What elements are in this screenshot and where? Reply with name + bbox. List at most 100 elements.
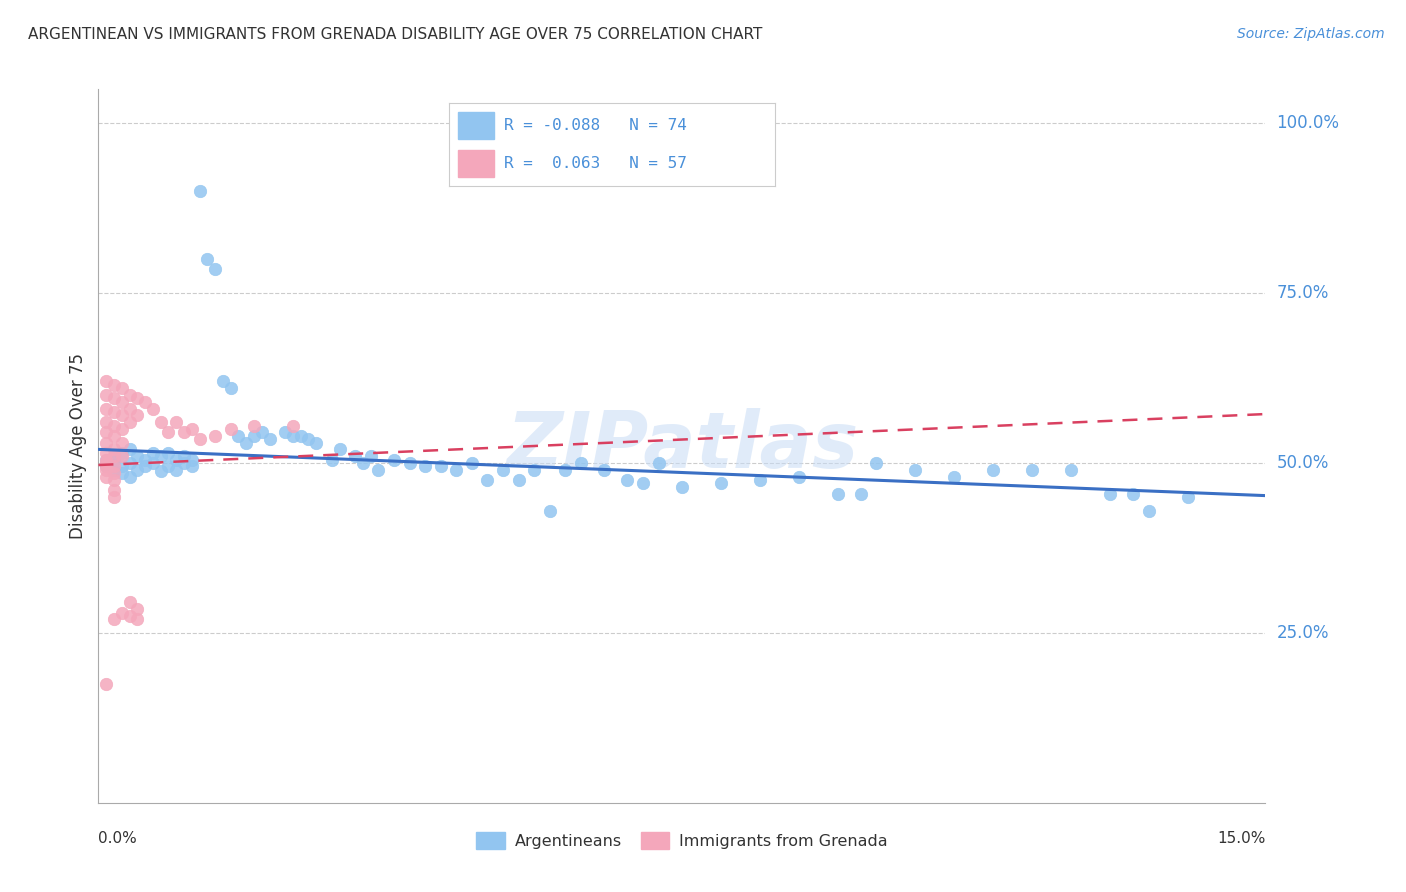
Point <box>290 429 312 443</box>
Point <box>96 463 118 477</box>
Point <box>96 415 118 429</box>
Point <box>204 262 226 277</box>
Point <box>281 429 304 443</box>
Text: 0.0%: 0.0% <box>98 831 138 847</box>
Point <box>111 459 134 474</box>
Point <box>981 463 1004 477</box>
Point <box>96 388 118 402</box>
Point <box>103 449 125 463</box>
Point <box>96 459 118 474</box>
Point <box>103 463 125 477</box>
Point <box>827 486 849 500</box>
Point <box>127 612 149 626</box>
Point <box>142 401 165 416</box>
Point <box>96 375 118 389</box>
Point <box>461 456 484 470</box>
Point <box>647 456 669 470</box>
Point <box>228 429 250 443</box>
Point <box>103 490 125 504</box>
Point <box>446 463 468 477</box>
Point <box>413 459 436 474</box>
Point <box>118 388 141 402</box>
Point <box>250 425 273 440</box>
Point <box>297 432 319 446</box>
Point <box>96 452 118 467</box>
Point <box>943 469 966 483</box>
Point <box>352 456 374 470</box>
Point <box>593 463 616 477</box>
Point <box>118 401 141 416</box>
Point <box>1021 463 1043 477</box>
Point <box>616 473 638 487</box>
Point <box>127 449 149 463</box>
Point <box>173 449 195 463</box>
Point <box>538 503 561 517</box>
Point <box>111 466 134 480</box>
Point <box>569 456 592 470</box>
Point <box>382 452 405 467</box>
Point <box>149 464 172 478</box>
Point <box>103 377 125 392</box>
Point <box>204 429 226 443</box>
Point <box>96 401 118 416</box>
Point <box>748 473 770 487</box>
Point <box>904 463 927 477</box>
Point <box>103 392 125 406</box>
Point <box>243 418 266 433</box>
Point <box>281 418 304 433</box>
Point <box>103 449 125 463</box>
Text: 75.0%: 75.0% <box>1277 284 1329 302</box>
Point <box>671 480 693 494</box>
Point <box>165 463 187 477</box>
Point <box>188 432 211 446</box>
Y-axis label: Disability Age Over 75: Disability Age Over 75 <box>69 353 87 539</box>
Point <box>96 452 118 467</box>
Point <box>127 463 149 477</box>
Point <box>367 463 389 477</box>
Point <box>142 446 165 460</box>
Text: 100.0%: 100.0% <box>1277 114 1340 132</box>
Point <box>344 449 367 463</box>
Point <box>103 612 125 626</box>
Point <box>111 381 134 395</box>
Point <box>149 415 172 429</box>
Point <box>103 473 125 487</box>
Point <box>710 476 733 491</box>
Point <box>259 432 281 446</box>
Point <box>398 456 420 470</box>
Point <box>118 469 141 483</box>
Point <box>1122 486 1144 500</box>
Point <box>127 602 149 616</box>
Point <box>111 409 134 423</box>
Point <box>111 446 134 460</box>
Point <box>554 463 576 477</box>
Point <box>219 381 242 395</box>
Point <box>243 429 266 443</box>
Point <box>118 415 141 429</box>
Point <box>111 606 134 620</box>
Point <box>180 422 202 436</box>
Text: 50.0%: 50.0% <box>1277 454 1329 472</box>
Point <box>1098 486 1121 500</box>
Point <box>96 446 118 460</box>
Point <box>103 466 125 480</box>
Text: 15.0%: 15.0% <box>1218 831 1265 847</box>
Point <box>96 456 118 470</box>
Point <box>429 459 451 474</box>
Point <box>865 456 887 470</box>
Point <box>103 452 125 467</box>
Point <box>188 184 211 198</box>
Point <box>103 429 125 443</box>
Point <box>111 449 134 463</box>
Point <box>127 409 149 423</box>
Point <box>165 415 187 429</box>
Point <box>180 459 202 474</box>
Point <box>787 469 810 483</box>
Point <box>321 452 343 467</box>
Point <box>111 394 134 409</box>
Point <box>180 452 202 467</box>
Point <box>212 375 235 389</box>
Point <box>96 435 118 450</box>
Point <box>149 449 172 463</box>
Point <box>157 446 180 460</box>
